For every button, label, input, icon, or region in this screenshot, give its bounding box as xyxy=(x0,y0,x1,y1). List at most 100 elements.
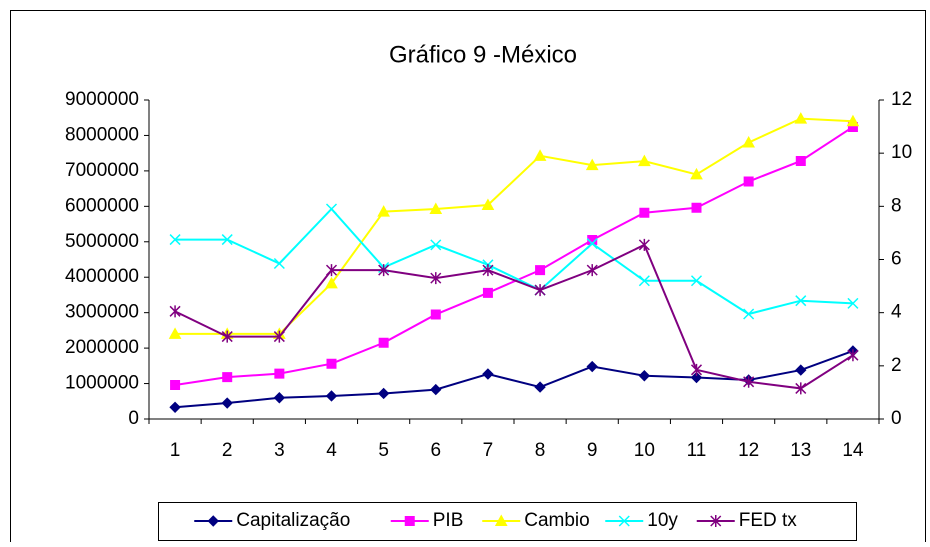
marker xyxy=(742,135,755,148)
y-tick-label: 8000000 xyxy=(65,124,139,145)
marker xyxy=(585,158,599,171)
x-tick-label: 8 xyxy=(535,440,546,461)
legend-label: FED tx xyxy=(739,510,798,531)
legend-label: PIB xyxy=(433,510,464,531)
marker xyxy=(586,360,598,373)
marker xyxy=(430,383,442,396)
marker xyxy=(535,265,546,276)
marker xyxy=(638,370,651,382)
y-tick-label: 4000000 xyxy=(65,266,139,287)
y-tick-label: 7000000 xyxy=(65,160,139,181)
x-tick-label: 7 xyxy=(483,440,494,461)
y-tick-label: 9000000 xyxy=(65,89,139,110)
x-tick-label: 11 xyxy=(687,440,707,461)
series-line xyxy=(175,207,853,316)
y-tick-label: 5000000 xyxy=(65,231,139,252)
marker xyxy=(378,264,390,277)
marker xyxy=(743,308,755,320)
marker xyxy=(586,238,598,250)
marker xyxy=(638,275,650,287)
marker xyxy=(482,368,494,380)
marker xyxy=(847,349,859,362)
marker xyxy=(586,264,598,277)
x-tick-label: 10 xyxy=(634,440,655,461)
y-tick-label: 0 xyxy=(128,408,139,429)
marker xyxy=(481,198,495,211)
legend-label: Capitalização xyxy=(236,510,350,531)
marker xyxy=(691,202,702,213)
x-tick-label: 2 xyxy=(222,440,233,461)
y2-tick-label: 2 xyxy=(891,355,902,376)
marker xyxy=(325,276,338,289)
x-tick-label: 1 xyxy=(170,440,181,461)
marker xyxy=(221,234,233,246)
marker xyxy=(743,176,754,187)
marker xyxy=(221,397,233,409)
x-tick-label: 5 xyxy=(378,440,389,461)
marker xyxy=(274,368,285,379)
marker xyxy=(222,372,233,383)
marker xyxy=(169,234,181,246)
y2-tick-label: 8 xyxy=(891,195,902,216)
x-tick-label: 6 xyxy=(430,440,441,461)
legend-marker xyxy=(494,514,508,526)
marker xyxy=(325,264,338,277)
y2-tick-label: 12 xyxy=(891,89,912,110)
y-tick-label: 1000000 xyxy=(65,373,139,394)
y2-tick-label: 6 xyxy=(891,249,902,270)
marker xyxy=(482,264,494,277)
marker xyxy=(377,387,390,400)
marker xyxy=(430,309,441,320)
marker xyxy=(794,112,808,124)
marker xyxy=(273,392,286,404)
legend-label: Cambio xyxy=(524,510,589,531)
marker xyxy=(169,305,181,318)
legend-marker xyxy=(404,516,415,526)
y-tick-label: 3000000 xyxy=(65,302,139,323)
marker xyxy=(326,358,337,369)
y2-tick-label: 10 xyxy=(891,142,912,163)
y-tick-label: 2000000 xyxy=(65,337,139,358)
marker xyxy=(325,390,338,402)
marker xyxy=(690,363,703,376)
marker xyxy=(430,239,442,251)
marker xyxy=(169,401,181,414)
marker xyxy=(795,364,807,376)
chart-border xyxy=(10,10,926,547)
legend-label: 10y xyxy=(647,510,678,531)
x-tick-label: 12 xyxy=(738,440,759,461)
marker xyxy=(533,149,547,161)
marker xyxy=(638,154,651,167)
y2-tick-label: 0 xyxy=(891,408,902,429)
legend-marker xyxy=(618,515,630,527)
marker xyxy=(378,337,389,348)
legend-marker xyxy=(207,515,219,527)
legend-item: Cambio xyxy=(482,510,590,531)
x-tick-label: 3 xyxy=(274,440,285,461)
y-tick-label: 6000000 xyxy=(65,195,139,216)
legend-item: FED tx xyxy=(696,510,798,531)
marker xyxy=(743,375,755,388)
marker xyxy=(690,275,703,287)
x-tick-label: 9 xyxy=(587,440,598,461)
marker xyxy=(273,257,285,270)
marker xyxy=(795,155,806,166)
marker xyxy=(534,381,546,393)
marker xyxy=(482,287,493,298)
marker xyxy=(325,203,338,215)
legend-marker xyxy=(710,515,722,527)
legend-item: Capitalização xyxy=(194,510,350,531)
y2-tick-label: 4 xyxy=(891,302,902,323)
series-line xyxy=(174,126,854,386)
marker xyxy=(170,379,181,390)
marker xyxy=(638,238,650,251)
legend-item: 10y xyxy=(605,510,678,531)
marker xyxy=(168,327,182,339)
marker xyxy=(429,202,443,214)
x-tick-label: 4 xyxy=(326,440,337,461)
chart-title: Gráfico 9 -México xyxy=(389,41,577,68)
marker xyxy=(847,297,859,309)
legend-item: PIB xyxy=(390,510,464,531)
marker xyxy=(795,295,807,307)
